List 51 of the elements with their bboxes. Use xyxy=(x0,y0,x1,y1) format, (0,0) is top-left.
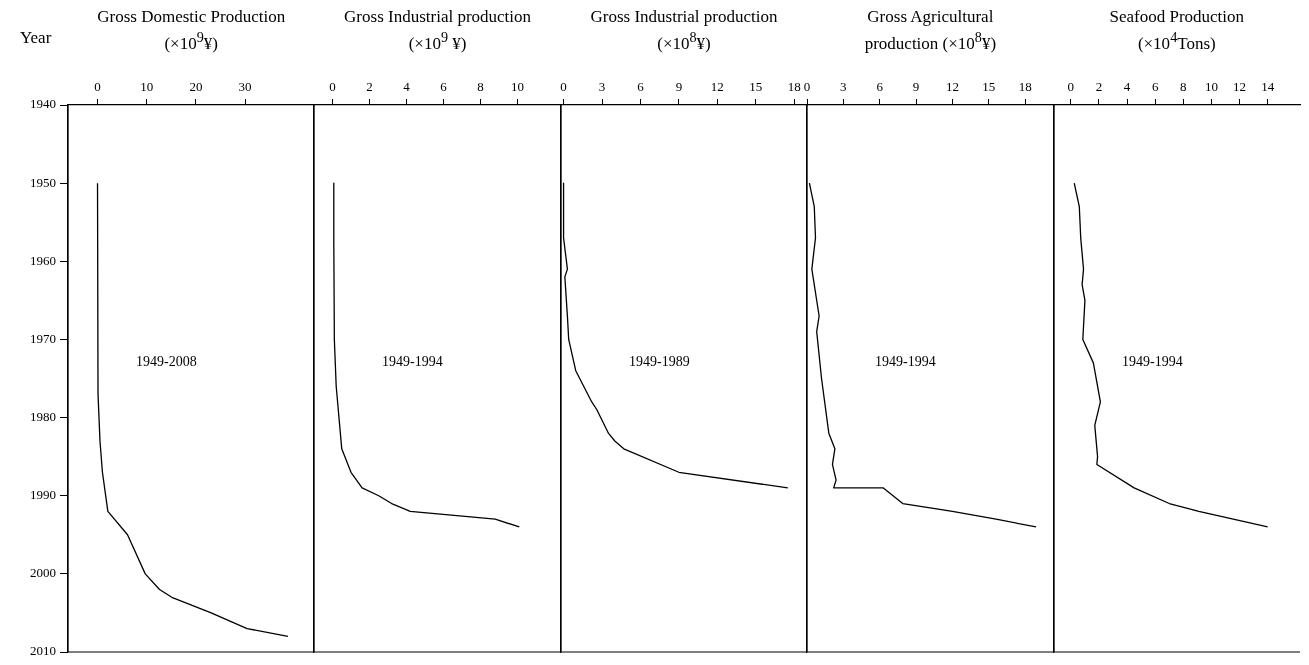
x-tick-label: 12 xyxy=(1232,78,1246,94)
x-tick-label: 3 xyxy=(840,78,847,94)
annotation: 1949-1994 xyxy=(382,353,444,369)
x-tick-label: 6 xyxy=(440,78,448,94)
x-tick-label: 30 xyxy=(238,78,252,94)
x-tick-label: 12 xyxy=(946,78,960,94)
y-axis-title: Year xyxy=(20,28,52,48)
x-tick-label: 9 xyxy=(675,78,682,94)
x-tick-label: 9 xyxy=(913,78,920,94)
y-tick-label: 1950 xyxy=(30,174,56,190)
annotation: 1949-2008 xyxy=(136,353,197,369)
y-tick-label: 2010 xyxy=(30,643,56,659)
x-tick-label: 6 xyxy=(636,78,644,94)
x-tick-label: 20 xyxy=(189,78,203,94)
y-tick-label: 1970 xyxy=(30,330,56,346)
x-tick-label: 8 xyxy=(477,78,485,94)
chart-title: Seafood Production (×10$^{4}$Tons) xyxy=(1108,6,1246,54)
x-tick-label: 4 xyxy=(1123,78,1131,94)
x-tick-label: 18 xyxy=(1018,78,1032,94)
x-tick-label: 6 xyxy=(1151,78,1159,94)
x-tick-label: 3 xyxy=(598,78,606,94)
x-tick-label: 4 xyxy=(403,78,411,94)
x-tick-label: 8 xyxy=(1179,78,1187,94)
x-tick-label: 0 xyxy=(329,78,337,94)
chart-title: Gross Industrial production (×10$^{8}$¥) xyxy=(589,6,779,54)
chart-title: Gross Agricultural production (×10$^{8}$¥) xyxy=(863,6,998,54)
y-tick-label: 1960 xyxy=(30,252,56,268)
x-tick-label: 0 xyxy=(94,78,101,94)
x-tick-label: 12 xyxy=(710,78,724,94)
annotation: 1949-1994 xyxy=(875,353,936,369)
x-tick-label: 15 xyxy=(982,78,996,94)
y-tick-label: 1980 xyxy=(30,408,56,424)
chart-title: Gross Industrial production (×10$^{9}$ ¥) xyxy=(343,6,533,54)
x-tick-label: 0 xyxy=(803,78,811,94)
x-tick-label: 15 xyxy=(749,78,763,94)
x-tick-label: 0 xyxy=(1067,78,1074,94)
x-tick-label: 2 xyxy=(366,78,374,94)
x-tick-label: 0 xyxy=(560,78,567,94)
y-tick-label: 1940 xyxy=(30,96,56,112)
annotation: 1949-1994 xyxy=(1121,353,1183,369)
y-tick-label: 1990 xyxy=(30,487,56,503)
x-tick-label: 14 xyxy=(1260,78,1275,94)
annotation: 1949-1989 xyxy=(628,353,690,369)
x-tick-label: 2 xyxy=(1095,78,1102,94)
x-tick-label: 10 xyxy=(1204,78,1218,94)
x-tick-label: 18 xyxy=(787,78,801,94)
x-tick-label: 6 xyxy=(876,78,884,94)
y-tick-label: 2000 xyxy=(30,565,56,581)
x-tick-label: 10 xyxy=(140,78,154,94)
chart-title: Gross Domestic Production (×10$^{9}$¥) xyxy=(96,6,287,54)
x-tick-label: 10 xyxy=(511,78,525,94)
